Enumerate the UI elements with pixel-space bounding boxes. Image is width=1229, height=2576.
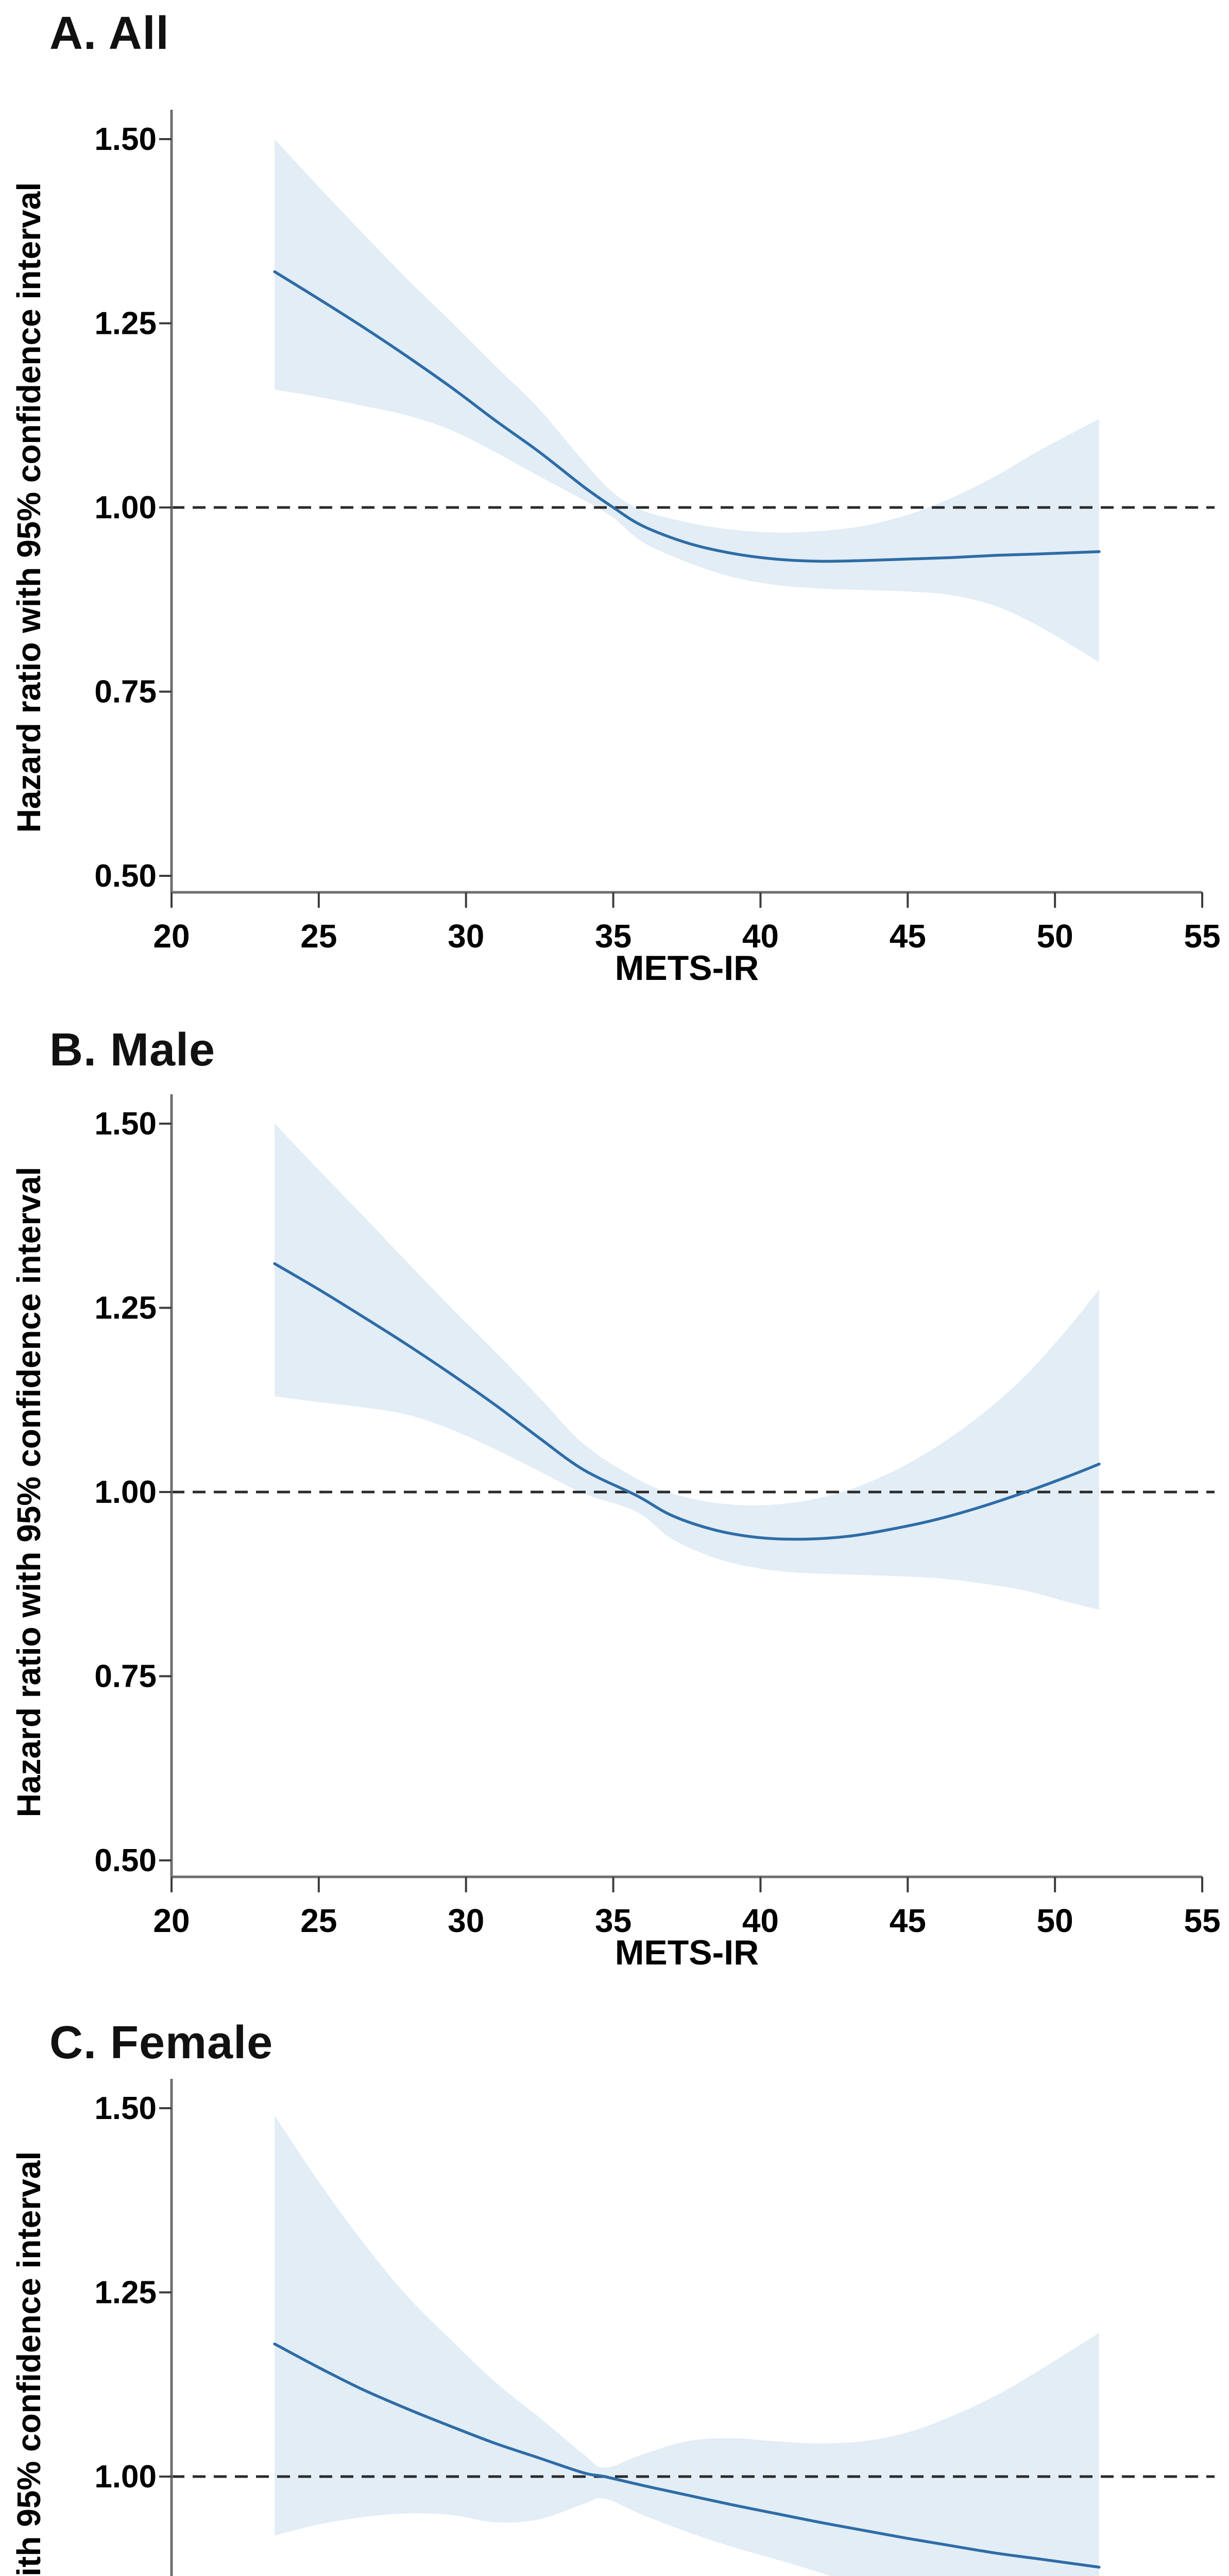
panel-title-male: B. Male — [49, 1024, 216, 1076]
hazard-ratio-curve — [273, 2342, 1101, 2569]
spline-plot-female: 1.501.251.000.750.502025303540455055METS… — [10, 2079, 1215, 2576]
confidence-band — [275, 1124, 1099, 1610]
y-axis-title: Hazard ratio with 95% confidence interva… — [10, 182, 47, 833]
y-tick-label: 0.50 — [94, 858, 157, 894]
spline-plot-all: 1.50 1.25 1.00 0.75 0.50 20 25 30 35 40 45 50 55 METS… — [10, 110, 1221, 985]
x-tick-label: 55 — [1184, 1902, 1220, 1939]
hazard-ratio-curve — [273, 270, 1101, 563]
x-tick-label: 35 — [595, 1902, 631, 1939]
y-tick-label: 1.00 — [94, 2459, 157, 2495]
x-tick-label: 30 — [448, 1902, 484, 1939]
x-axis-title: METS-IR — [615, 948, 759, 985]
x-tick-label: 45 — [890, 1902, 926, 1939]
x-tick-label: 40 — [742, 1902, 779, 1939]
x-tick-label: 55 — [1184, 918, 1220, 955]
x-tick-label: 20 — [153, 1902, 190, 1939]
x-tick-label: 40 — [742, 918, 779, 955]
x-tick-label: 35 — [595, 918, 631, 955]
x-tick-label: 25 — [300, 1902, 337, 1939]
confidence-band — [275, 139, 1099, 663]
panel-title-all: A. All — [49, 8, 169, 59]
panel-male: B. Male 1.50 1.25 1.00 0.75 0.50 20 25 30 35 40 45… — [0, 985, 1229, 1969]
y-tick-label: 1.50 — [94, 122, 157, 157]
y-tick-label: 0.75 — [94, 674, 157, 710]
y-tick-label: 1.00 — [94, 1475, 157, 1510]
y-tick-label: 1.00 — [94, 490, 157, 526]
x-tick-label: 50 — [1037, 918, 1073, 955]
y-tick-label: 0.50 — [94, 1843, 157, 1878]
panel-all: A. All 1.50 1.25 1.00 0.75 0.50 20 25 30 35 40 45 5… — [0, 0, 1229, 985]
y-tick-label: 0.75 — [94, 1659, 157, 1694]
y-tick-label: 1.25 — [94, 1291, 157, 1326]
panel-female: C. Female 1.501.251.000.750.502025303540… — [0, 1969, 1229, 2576]
y-tick-label: 1.25 — [94, 306, 157, 342]
x-tick-label: 30 — [448, 918, 484, 955]
x-tick-label: 25 — [300, 918, 337, 955]
spline-plot-male: 1.50 1.25 1.00 0.75 0.50 20 25 30 35 40 45 50 55 METS… — [10, 1094, 1221, 1969]
y-tick-label: 1.50 — [94, 1106, 157, 1142]
y-axis-title: Hazard ratio with 95% confidence interva… — [10, 2151, 47, 2576]
x-tick-label: 45 — [890, 918, 926, 955]
x-axis-title: METS-IR — [615, 1933, 759, 1969]
x-tick-label: 20 — [153, 918, 190, 955]
y-tick-label: 1.50 — [94, 2091, 157, 2126]
hazard-ratio-curve — [273, 1262, 1101, 1541]
y-axis-title: Hazard ratio with 95% confidence interva… — [10, 1167, 47, 1818]
y-tick-label: 1.25 — [94, 2275, 157, 2311]
confidence-band — [275, 2115, 1099, 2576]
x-tick-label: 50 — [1037, 1902, 1073, 1939]
panel-title-female: C. Female — [49, 2017, 274, 2069]
